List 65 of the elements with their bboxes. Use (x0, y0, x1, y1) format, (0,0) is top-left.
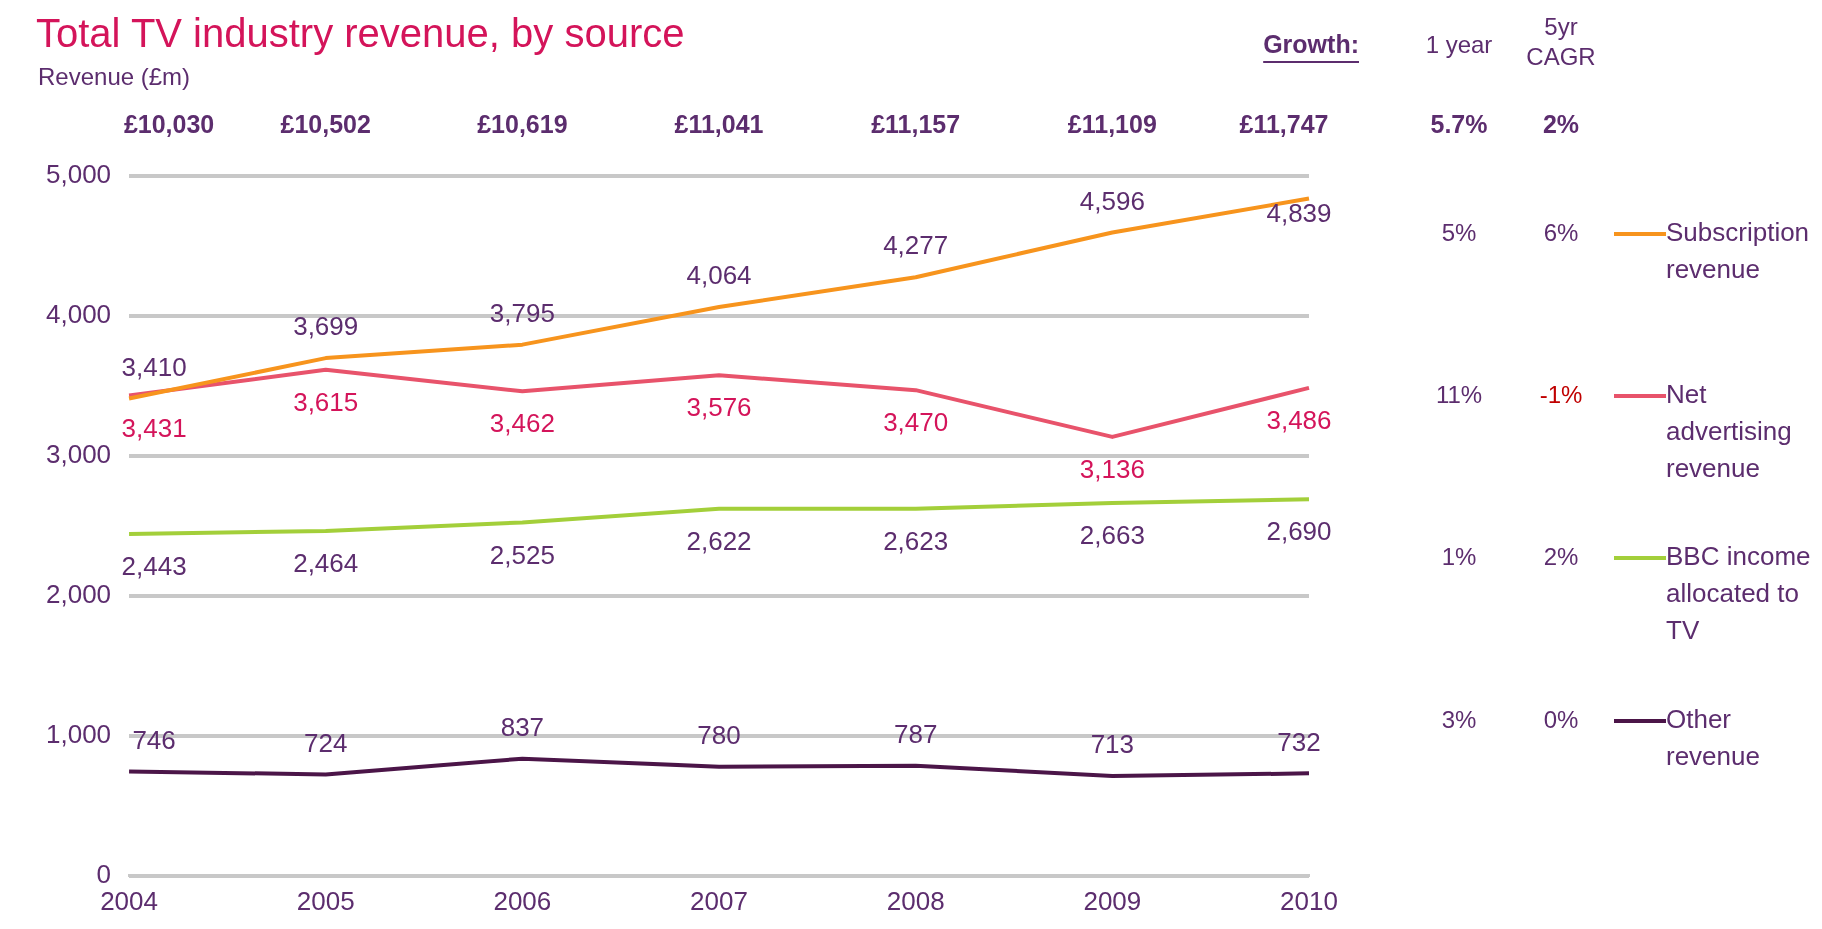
data-label: 713 (1090, 729, 1135, 760)
data-label: 3,795 (489, 297, 555, 328)
text: 6% (1543, 218, 1579, 246)
data-label: 2,525 (489, 539, 555, 570)
y-tick-label: 5,000 (45, 159, 112, 190)
text: £11,109 (1067, 109, 1157, 138)
text: 0% (1543, 705, 1579, 733)
x-tick-label: 2009 (1083, 885, 1142, 916)
data-label: 3,699 (293, 311, 359, 342)
x-tick-label: 2007 (690, 885, 748, 916)
legend-label: Subscription revenue (1666, 217, 1810, 285)
data-label: 4,277 (883, 230, 949, 261)
text: 1 year (1425, 30, 1493, 58)
data-label: 3,410 (121, 351, 187, 382)
x-tick-label: 2006 (493, 885, 552, 916)
data-label: 3,431 (121, 412, 187, 443)
data-label: 746 (132, 724, 176, 755)
text: 3% (1441, 705, 1477, 733)
data-label: 2,663 (1079, 520, 1145, 551)
text: 11% (1435, 380, 1483, 408)
text: 1% (1441, 542, 1477, 570)
text: 2% (1543, 542, 1579, 570)
text: £10,030 (123, 109, 215, 138)
text: -1% (1539, 380, 1583, 408)
data-label: 4,596 (1079, 185, 1145, 216)
data-label: 837 (500, 711, 545, 742)
y-axis-title: Revenue (£m) (38, 62, 191, 90)
y-tick-label: 2,000 (45, 579, 112, 610)
data-label: 724 (304, 727, 348, 758)
data-label: 3,576 (686, 392, 752, 423)
text: £11,747 (1239, 109, 1329, 138)
text: Growth: (1263, 29, 1359, 58)
y-tick-label: 4,000 (45, 299, 112, 330)
text: 5yr CAGR (1526, 12, 1596, 70)
text: £11,041 (674, 109, 764, 138)
text: 5% (1441, 218, 1477, 246)
chart-title: Total TV industry revenue, by source (36, 11, 685, 56)
text: 2% (1542, 109, 1580, 138)
x-tick-label: 2005 (296, 885, 355, 916)
data-label: 2,464 (293, 548, 359, 579)
data-label: 2,623 (883, 525, 949, 556)
data-label: 780 (697, 719, 741, 750)
legend-label: Other revenue (1666, 704, 1760, 772)
text: £10,502 (280, 109, 371, 138)
data-label: 3,615 (293, 387, 359, 418)
data-label: 2,622 (686, 526, 752, 556)
data-label: 3,136 (1079, 454, 1145, 485)
y-tick-label: 1,000 (45, 719, 112, 750)
x-tick-label: 2008 (886, 885, 945, 916)
data-label: 3,462 (489, 408, 555, 439)
data-label: 2,443 (121, 551, 187, 582)
x-tick-label: 2010 (1280, 885, 1338, 916)
data-label: 3,470 (883, 407, 949, 438)
data-label: 2,690 (1266, 516, 1332, 547)
data-label: 732 (1277, 726, 1321, 757)
legend-label: BBC income allocated to TV (1666, 541, 1811, 646)
data-label: 4,064 (686, 260, 752, 291)
text: £10,619 (477, 109, 568, 138)
data-label: 787 (893, 718, 938, 749)
text: 5.7% (1430, 109, 1488, 138)
text: £11,157 (871, 109, 961, 138)
y-tick-label: 3,000 (45, 439, 112, 470)
data-label: 3,486 (1266, 405, 1332, 436)
legend-label: Net advertising revenue (1666, 379, 1792, 484)
data-label: 4,839 (1266, 197, 1332, 228)
